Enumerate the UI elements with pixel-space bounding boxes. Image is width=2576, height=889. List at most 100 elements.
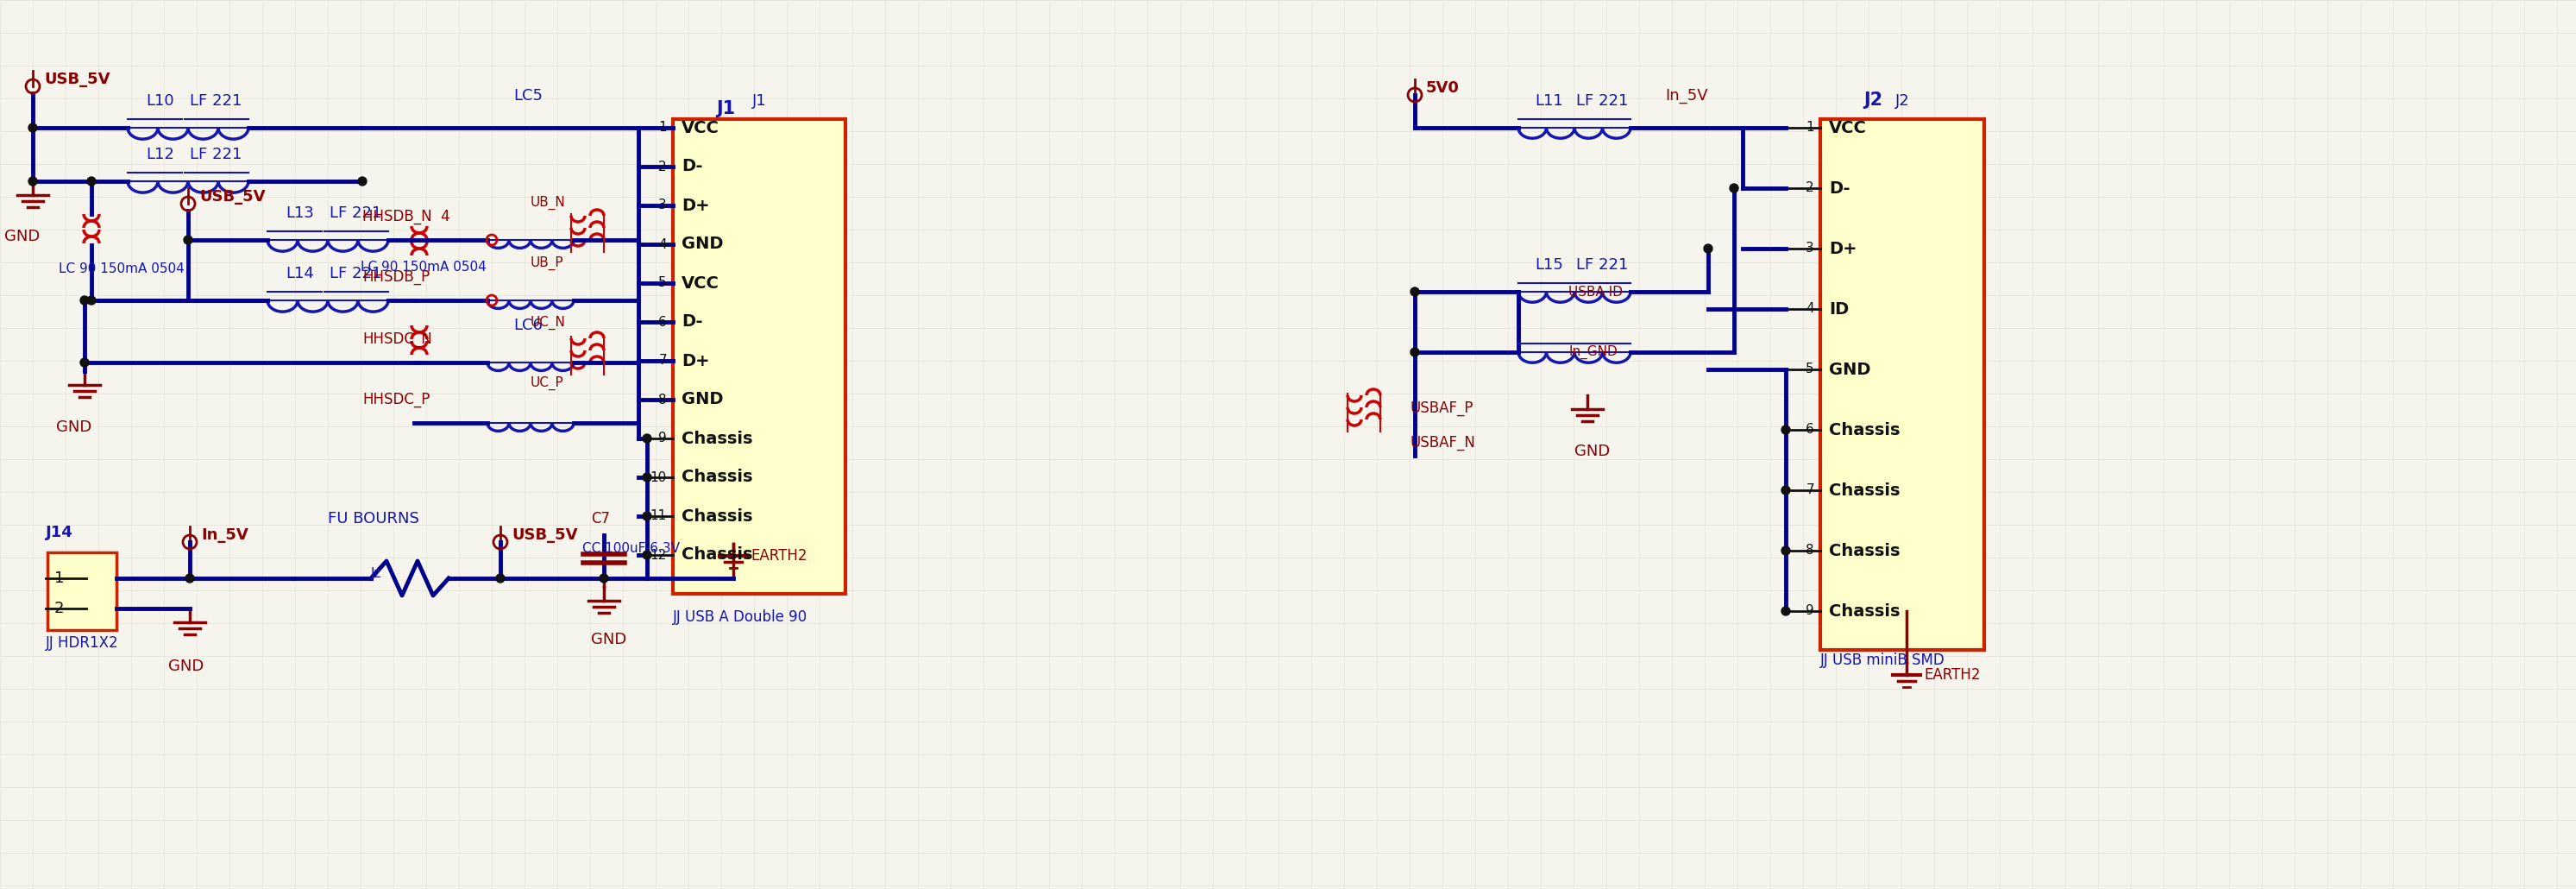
Text: LF 221: LF 221	[1577, 257, 1628, 273]
Text: 6: 6	[1806, 423, 1814, 436]
Text: UC_P: UC_P	[531, 376, 564, 390]
Text: C7: C7	[590, 511, 611, 526]
Text: J14: J14	[46, 525, 72, 541]
Text: LF 221: LF 221	[1577, 93, 1628, 108]
Text: GND: GND	[683, 391, 724, 408]
Text: 3: 3	[659, 199, 667, 212]
Text: D+: D+	[1829, 240, 1857, 257]
Text: J2: J2	[1862, 92, 1883, 108]
Circle shape	[600, 574, 608, 582]
Text: LC 90 150mA 0504: LC 90 150mA 0504	[59, 262, 185, 276]
Text: 2: 2	[659, 160, 667, 173]
Text: GND: GND	[57, 420, 93, 435]
Text: L13: L13	[286, 205, 314, 221]
Text: UB_P: UB_P	[531, 256, 564, 270]
Text: 11: 11	[649, 509, 667, 523]
Circle shape	[88, 177, 95, 186]
Circle shape	[1412, 287, 1419, 296]
Text: In_5V: In_5V	[1664, 88, 1708, 104]
Text: USBA ID: USBA ID	[1569, 285, 1623, 299]
Text: L10: L10	[147, 93, 175, 108]
Text: 1: 1	[1806, 121, 1814, 134]
Text: 5: 5	[1806, 363, 1814, 376]
Circle shape	[1783, 607, 1790, 615]
Circle shape	[641, 512, 652, 520]
Text: HHSDB_N  4: HHSDB_N 4	[363, 209, 451, 224]
Text: 3: 3	[1806, 242, 1814, 255]
Text: VCC: VCC	[683, 275, 719, 292]
Text: 12: 12	[649, 549, 667, 562]
Circle shape	[183, 236, 193, 244]
Circle shape	[88, 296, 95, 305]
Text: 9: 9	[1806, 605, 1814, 618]
Text: USBAF_P: USBAF_P	[1412, 400, 1473, 416]
Text: L14: L14	[286, 266, 314, 282]
Circle shape	[1728, 184, 1739, 193]
Text: 2: 2	[1806, 181, 1814, 195]
Text: 5: 5	[659, 276, 667, 290]
Text: UB_N: UB_N	[531, 196, 567, 210]
Text: JJ USB miniB SMD: JJ USB miniB SMD	[1821, 653, 1945, 668]
Circle shape	[641, 473, 652, 482]
Text: LF 221: LF 221	[330, 266, 381, 282]
Text: GND: GND	[683, 236, 724, 252]
FancyBboxPatch shape	[46, 552, 116, 630]
Text: VCC: VCC	[683, 119, 719, 136]
Text: JJ USB A Double 90: JJ USB A Double 90	[672, 609, 809, 625]
Text: USB_5V: USB_5V	[513, 527, 577, 543]
FancyBboxPatch shape	[1821, 119, 1984, 650]
Text: LC5: LC5	[513, 88, 544, 104]
Text: LC6: LC6	[513, 317, 544, 333]
Text: LC 90 150mA 0504: LC 90 150mA 0504	[361, 260, 487, 274]
Text: FU BOURNS: FU BOURNS	[327, 511, 420, 526]
Text: LF 221: LF 221	[191, 147, 242, 163]
Text: 6: 6	[659, 316, 667, 328]
Circle shape	[185, 574, 193, 582]
Text: Chassis: Chassis	[683, 508, 752, 525]
Text: HHSDC_P: HHSDC_P	[363, 392, 430, 407]
Text: Chassis: Chassis	[683, 547, 752, 563]
Text: 8: 8	[659, 393, 667, 406]
Text: J1: J1	[752, 93, 765, 108]
Circle shape	[80, 296, 88, 305]
Text: EARTH2: EARTH2	[750, 549, 806, 564]
Text: In_5V: In_5V	[201, 527, 247, 543]
Text: 10: 10	[649, 471, 667, 484]
Text: GND: GND	[1829, 361, 1870, 378]
Text: Chassis: Chassis	[683, 469, 752, 485]
Text: GND: GND	[5, 228, 41, 244]
Text: ID: ID	[1829, 300, 1850, 317]
Text: 1: 1	[659, 121, 667, 134]
Text: In_GND: In_GND	[1569, 345, 1618, 359]
Text: USBAF_N: USBAF_N	[1412, 435, 1476, 451]
Circle shape	[1703, 244, 1713, 252]
Text: L11: L11	[1535, 93, 1564, 108]
Text: D-: D-	[683, 158, 703, 175]
Text: LF 221: LF 221	[330, 205, 381, 221]
Text: HHSDC_N: HHSDC_N	[363, 332, 433, 347]
Text: 4: 4	[659, 237, 667, 251]
Circle shape	[641, 434, 652, 443]
Text: Chassis: Chassis	[1829, 421, 1901, 438]
Circle shape	[1783, 486, 1790, 494]
Text: D-: D-	[1829, 180, 1850, 196]
Text: 1: 1	[54, 571, 64, 586]
Text: LF 221: LF 221	[191, 93, 242, 108]
Circle shape	[28, 124, 36, 132]
Text: EARTH2: EARTH2	[1924, 667, 1981, 683]
Text: D+: D+	[683, 197, 708, 213]
Text: 2: 2	[54, 601, 64, 616]
Text: Chassis: Chassis	[1829, 603, 1901, 620]
Circle shape	[641, 550, 652, 559]
Circle shape	[1783, 426, 1790, 434]
Text: USB_5V: USB_5V	[198, 189, 265, 204]
Text: 4: 4	[1806, 302, 1814, 316]
Text: 5V0: 5V0	[1427, 80, 1461, 96]
Text: D+: D+	[683, 353, 708, 369]
Text: UC_N: UC_N	[531, 316, 567, 330]
Text: VCC: VCC	[1829, 119, 1868, 136]
Text: GND: GND	[590, 632, 626, 647]
Text: JJ HDR1X2: JJ HDR1X2	[46, 636, 118, 651]
Circle shape	[358, 177, 366, 186]
Text: D-: D-	[683, 314, 703, 330]
